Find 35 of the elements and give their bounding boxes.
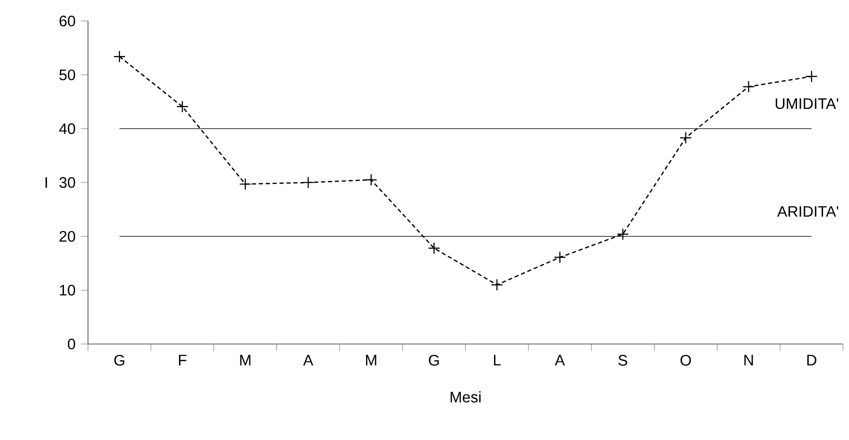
x-tick-label: A: [303, 354, 314, 366]
x-tick-label: L: [494, 354, 501, 366]
y-tick-label: 0: [68, 338, 76, 350]
point: [805, 70, 818, 83]
point: [428, 242, 440, 254]
point: [490, 278, 504, 291]
y-tick-label: 40: [59, 123, 76, 134]
x-tick-label: O: [680, 354, 691, 366]
x-tick-label: M: [240, 354, 250, 366]
point: [742, 80, 755, 93]
x-tick-label: G: [114, 354, 124, 366]
point: [239, 178, 252, 190]
x-tick-label: F: [178, 354, 186, 366]
x-tick-label: A: [554, 354, 565, 366]
y-tick-label: 30: [59, 177, 76, 188]
y-tick-label: 10: [60, 284, 76, 296]
y-tick-label: 60: [60, 16, 76, 26]
point: [616, 228, 629, 240]
x-tick-label: M: [366, 354, 376, 366]
x-tick-label: D: [807, 354, 816, 366]
y-tick-label: 20: [60, 230, 76, 242]
point: [302, 176, 314, 189]
x-tick-label: S: [618, 354, 628, 366]
point: [680, 132, 692, 144]
y-axis-title: I: [46, 177, 47, 188]
x-tick-label: N: [744, 354, 753, 366]
point: [554, 251, 566, 264]
ref-line-label: ARIDITA': [777, 206, 838, 217]
point: [113, 50, 126, 63]
x-tick-label: G: [428, 354, 439, 366]
point: [176, 100, 188, 113]
y-tick-label: 50: [59, 69, 76, 80]
x-axis-title: Mesi: [450, 391, 481, 402]
ref-line-label: UMIDITA': [776, 98, 838, 110]
point: [365, 174, 378, 186]
